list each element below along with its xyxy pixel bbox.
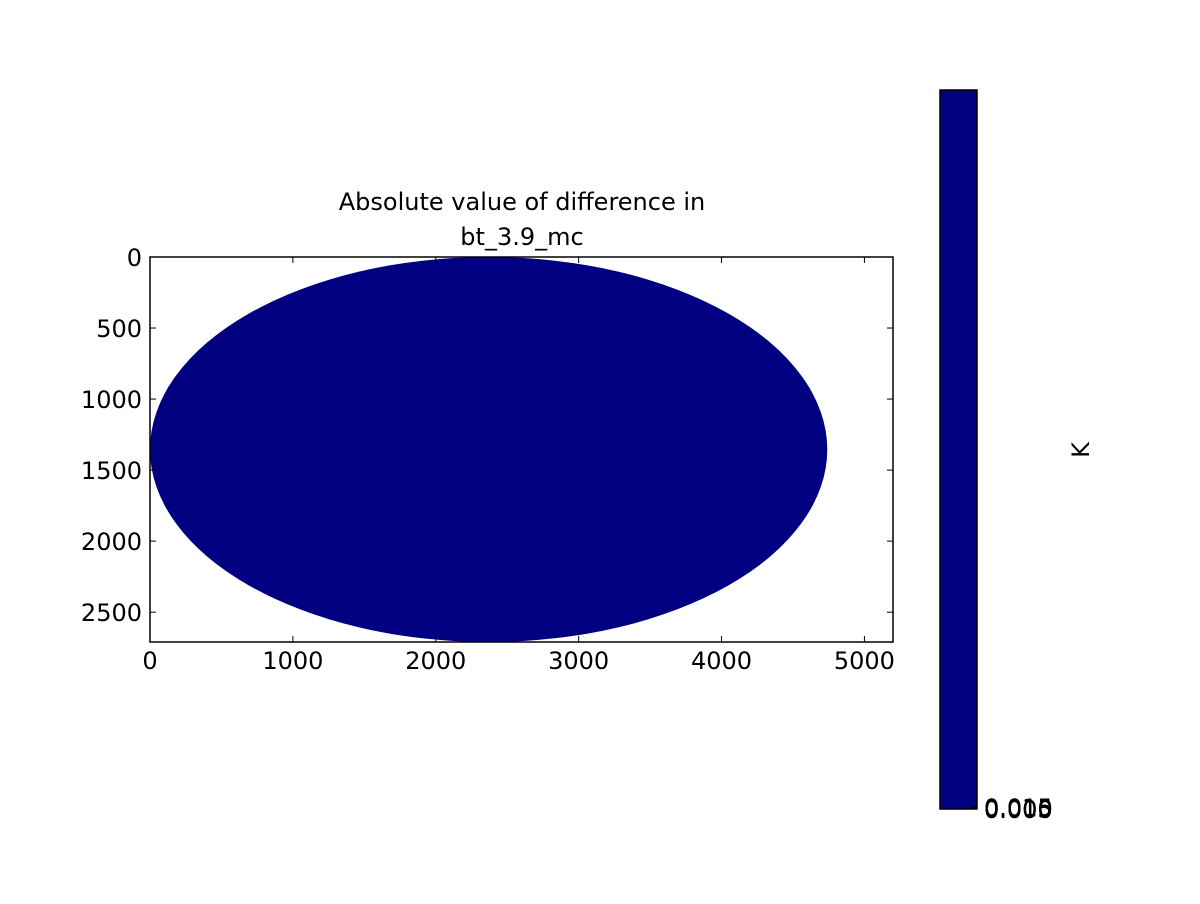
x-tick-label: 2000 bbox=[405, 647, 466, 675]
colorbar bbox=[939, 89, 978, 810]
x-tick-label: 4000 bbox=[691, 647, 752, 675]
y-tick-label: 1500 bbox=[81, 457, 142, 485]
x-tick-label: 3000 bbox=[548, 647, 609, 675]
colorbar-tick-label: 0.010 bbox=[984, 795, 1053, 823]
x-tick-label: 1000 bbox=[262, 647, 323, 675]
colorbar-tick-label: 0.015 bbox=[984, 794, 1053, 822]
y-tick-label: 1000 bbox=[81, 386, 142, 414]
colorbar-label: K bbox=[1067, 441, 1095, 458]
image-disk bbox=[150, 257, 828, 642]
y-tick-label: 0 bbox=[127, 244, 142, 272]
colorbar-tick-label: 0.005 bbox=[984, 795, 1053, 823]
chart-title: Absolute value of difference in bbox=[339, 188, 705, 216]
axes-frame bbox=[149, 256, 894, 643]
y-tick-label: 2000 bbox=[81, 528, 142, 556]
x-tick-label: 5000 bbox=[834, 647, 895, 675]
x-tick-label: 0 bbox=[142, 647, 157, 675]
chart-title: bt_3.9_mc bbox=[460, 223, 583, 251]
y-tick-label: 2500 bbox=[81, 599, 142, 627]
y-tick-label: 500 bbox=[96, 315, 142, 343]
colorbar-tick-label: 0.000 bbox=[984, 796, 1053, 824]
